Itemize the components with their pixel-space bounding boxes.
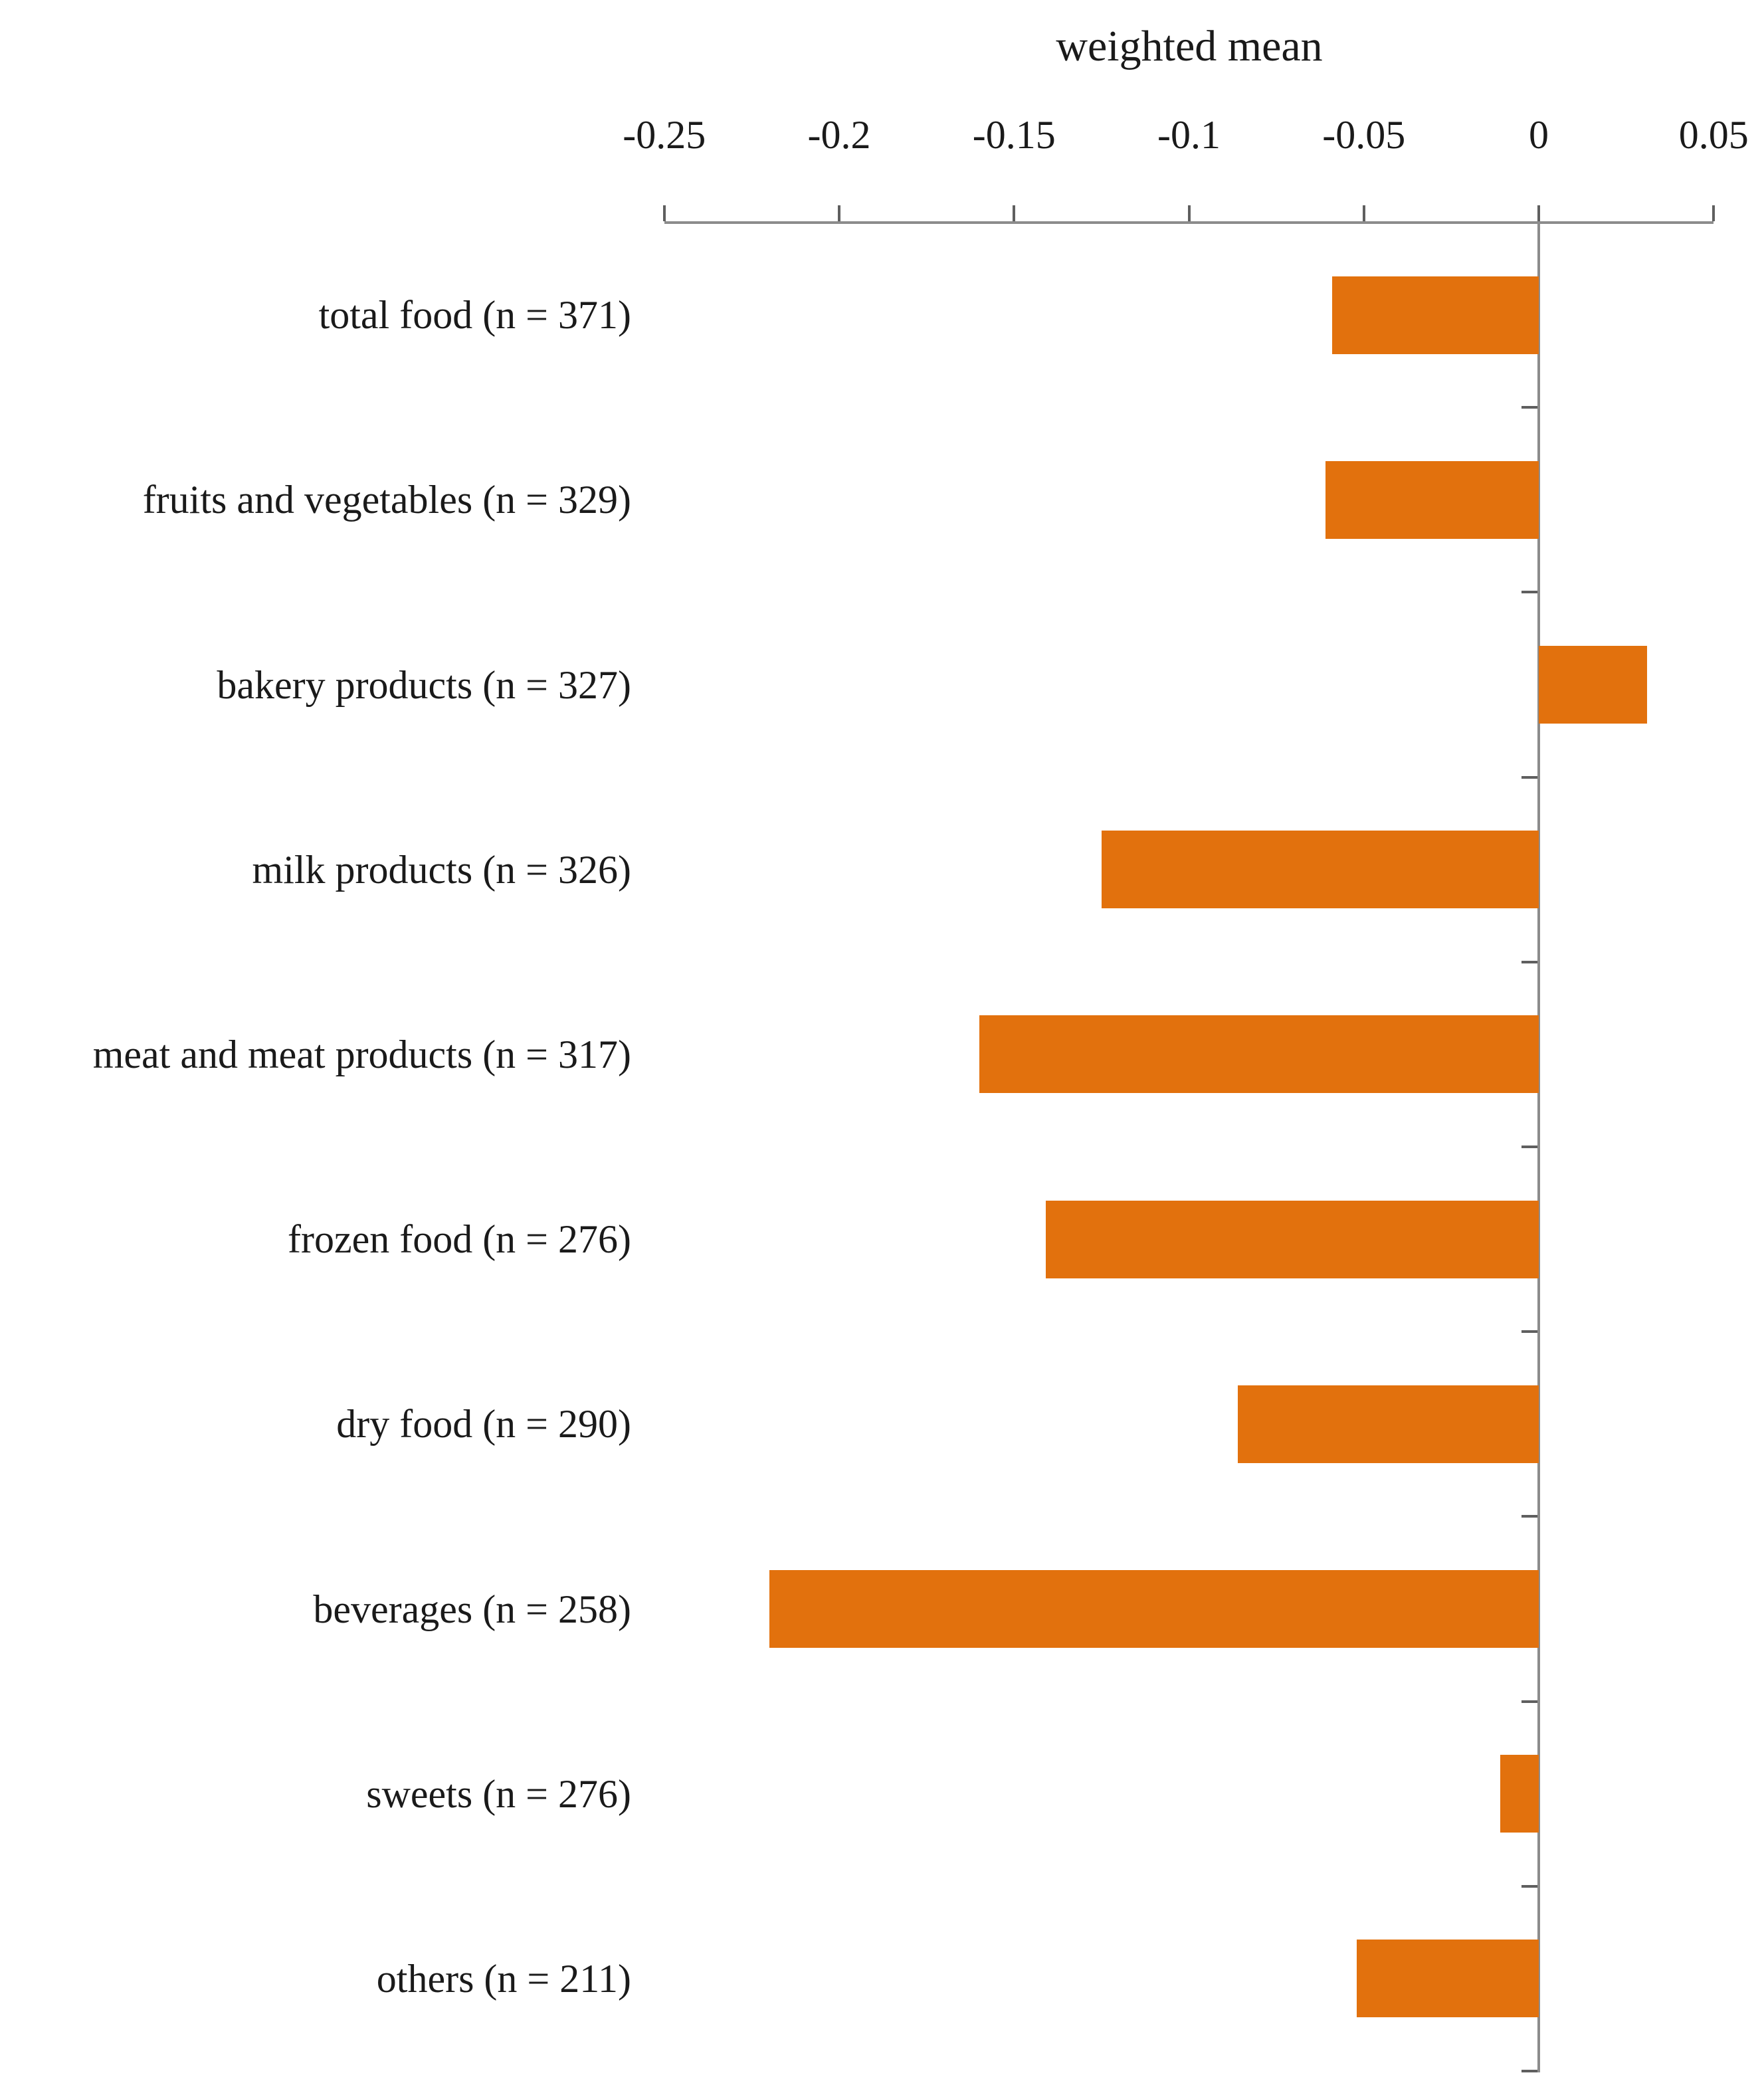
category-axis-tick: [1521, 960, 1537, 963]
x-axis-tick-label: 0.05: [1678, 113, 1749, 157]
bar-1: [1332, 276, 1539, 354]
category-label: frozen food (n = 276): [287, 1217, 631, 1262]
category-axis-tick: [1521, 406, 1537, 409]
category-axis-tick: [1521, 775, 1537, 779]
x-axis-tick-label: -0.1: [1157, 113, 1221, 157]
x-axis-tick: [1712, 205, 1715, 221]
x-axis-tick-label: -0.15: [972, 113, 1056, 157]
category-label: total food (n = 371): [318, 293, 631, 338]
bar-3: [1539, 646, 1648, 724]
x-axis-tick-label: -0.2: [807, 113, 871, 157]
x-axis-tick-label: -0.05: [1322, 113, 1406, 157]
bar-4: [1101, 831, 1539, 909]
bar-10: [1357, 1940, 1539, 2018]
category-axis-tick: [1521, 1330, 1537, 1334]
x-axis-tick: [1362, 205, 1365, 221]
zero-baseline: [1537, 221, 1540, 2072]
x-axis-tick: [838, 205, 840, 221]
category-label: dry food (n = 290): [336, 1402, 631, 1447]
category-axis-tick: [1521, 2070, 1537, 2072]
bar-6: [1045, 1200, 1539, 1278]
x-axis-tick-label: 0: [1529, 113, 1549, 157]
bar-7: [1238, 1385, 1539, 1463]
category-label: meat and meat products (n = 317): [92, 1032, 631, 1076]
category-axis-tick: [1521, 591, 1537, 594]
x-axis-tick: [1187, 205, 1191, 221]
category-label: fruits and vegetables (n = 329): [142, 478, 631, 522]
bar-2: [1325, 460, 1539, 539]
category-label: sweets (n = 276): [366, 1771, 631, 1816]
x-axis-tick: [1013, 205, 1016, 221]
category-axis-tick: [1521, 1700, 1537, 1703]
x-axis-tick: [1537, 205, 1540, 221]
category-axis-tick: [1521, 1884, 1537, 1888]
category-label: beverages (n = 258): [313, 1587, 631, 1631]
bar-5: [979, 1015, 1539, 1094]
bar-8: [769, 1570, 1539, 1648]
x-axis-tick-label: -0.25: [623, 113, 706, 157]
x-axis-tick: [662, 205, 666, 221]
category-label: others (n = 211): [376, 1956, 631, 2001]
category-axis-tick: [1521, 1515, 1537, 1518]
category-label: milk products (n = 326): [252, 847, 631, 892]
chart-title: weighted mean: [1056, 22, 1323, 70]
category-label: bakery products (n = 327): [217, 662, 631, 707]
x-axis-line: [664, 221, 1714, 224]
category-axis-tick: [1521, 1146, 1537, 1148]
bar-9: [1500, 1755, 1539, 1833]
